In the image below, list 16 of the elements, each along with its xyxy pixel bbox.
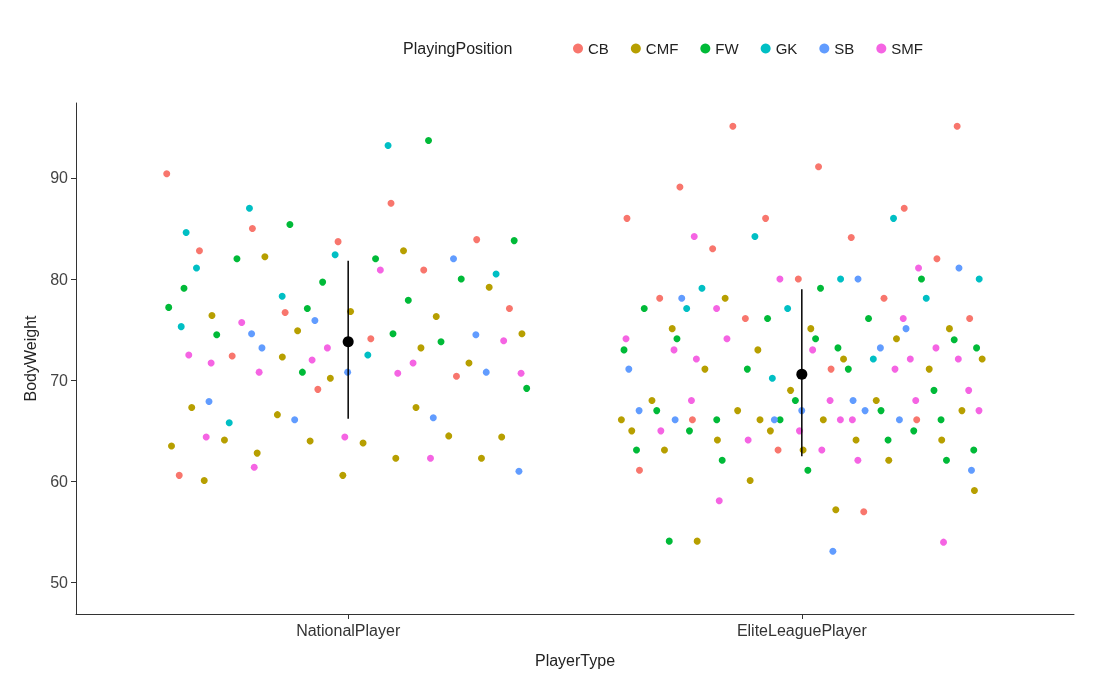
legend-label: CB: [588, 40, 609, 57]
legend-label: SB: [834, 40, 855, 57]
y-tick-label: 70: [50, 371, 69, 389]
legend-label: GK: [775, 40, 798, 57]
y-tick-label: 60: [50, 472, 69, 490]
legend-label: CMF: [645, 40, 679, 57]
y-tick-label: 90: [50, 169, 69, 187]
y-tick-label: 80: [50, 270, 69, 288]
legend-label: FW: [715, 40, 740, 57]
x-axis-title: PlayerType: [534, 651, 616, 669]
y-axis-title: BodyWeight: [21, 314, 39, 402]
legend-label: SMF: [891, 40, 923, 57]
legend-title: PlayingPosition: [403, 39, 513, 57]
x-tick-label: NationalPlayer: [296, 621, 401, 639]
x-tick-label: EliteLeaguePlayer: [736, 621, 868, 639]
y-tick-label: 50: [50, 574, 69, 592]
